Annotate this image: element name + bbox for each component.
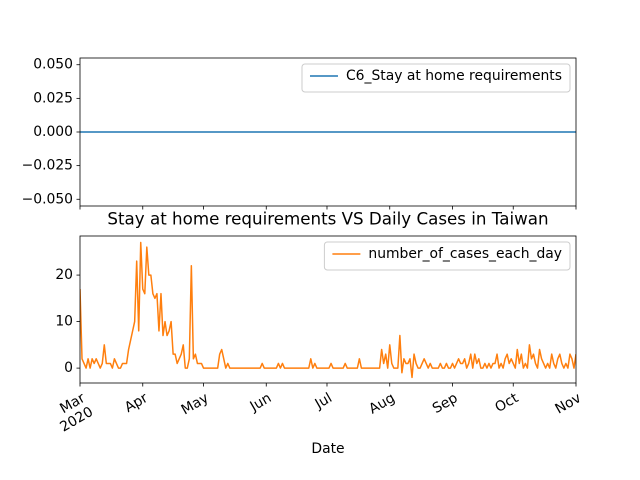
y-tick-label: 0 xyxy=(64,360,73,376)
x-tick-label: Nov xyxy=(553,390,584,417)
x-tick-label: Sep xyxy=(430,390,461,417)
axes-frame xyxy=(79,57,577,207)
legend: C6_Stay at home requirements xyxy=(301,63,571,93)
y-tick-label: −0.025 xyxy=(22,158,73,174)
x-tick-label: May xyxy=(179,390,212,418)
y-tick-label: 0.050 xyxy=(33,57,73,73)
y-tick-label: 10 xyxy=(55,314,73,330)
data-line xyxy=(80,241,576,379)
legend-label: C6_Stay at home requirements xyxy=(346,68,562,84)
y-tick-label: 20 xyxy=(55,267,73,283)
x-tick-label: Apr xyxy=(122,390,151,416)
x-tick-label: Jul xyxy=(312,390,335,413)
legend-frame xyxy=(301,63,571,93)
plot-area xyxy=(80,241,576,379)
x-tick-label: Jun xyxy=(247,390,275,415)
chart-title: Stay at home requirements VS Daily Cases… xyxy=(107,209,548,229)
axes-frame xyxy=(79,235,577,384)
y-tick-label: 0.000 xyxy=(33,124,73,140)
legend-label: number_of_cases_each_day xyxy=(368,246,562,262)
y-tick-label: 0.025 xyxy=(33,90,73,106)
x-tick-label: Aug xyxy=(366,390,397,417)
legend-frame xyxy=(323,241,571,271)
legend: number_of_cases_each_day xyxy=(323,241,571,271)
y-tick-label: −0.050 xyxy=(22,191,73,207)
x-tick-label: Oct xyxy=(492,390,521,416)
x-tick-label: Mar2020 xyxy=(49,390,96,436)
x-axis-label: Date xyxy=(311,441,344,457)
